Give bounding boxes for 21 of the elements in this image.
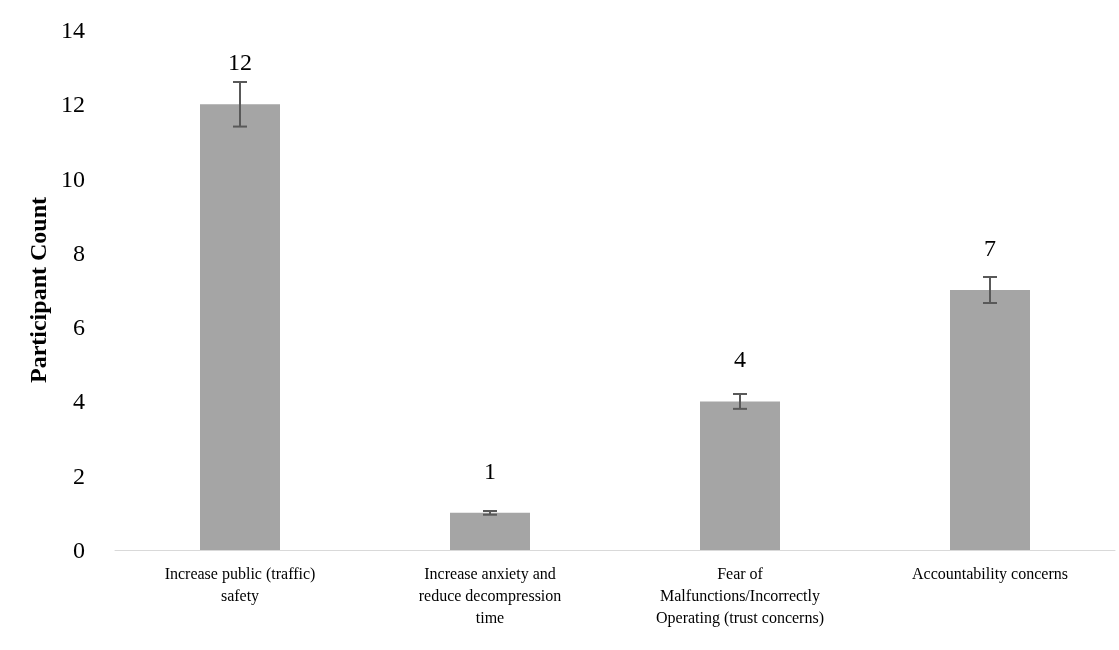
y-tick-label: 10: [61, 165, 85, 192]
y-axis-title: Participant Count: [25, 196, 52, 383]
bar: [950, 290, 1030, 550]
y-tick-label: 6: [73, 314, 85, 341]
bar: [700, 401, 780, 550]
bar: [450, 512, 530, 550]
bar: [200, 104, 280, 550]
y-tick-label: 2: [73, 462, 85, 489]
y-tick-label: 4: [73, 388, 85, 415]
data-label: 7: [984, 235, 996, 261]
y-tick-label: 0: [73, 537, 85, 563]
x-tick-label: Increase public (traffic) safety: [164, 564, 316, 605]
y-tick-label: 14: [61, 17, 85, 43]
data-label: 1: [484, 457, 496, 484]
x-tick-label: Accountability concerns: [912, 564, 1068, 583]
data-label: 4: [734, 346, 746, 373]
y-tick-label: 12: [61, 91, 85, 118]
x-tick-label: Fear of Malfunctions/Incorrectly Operating (trust concerns): [656, 564, 824, 627]
x-tick-label: Increase anxiety and reduce decompression time: [418, 564, 562, 626]
data-label: 12: [228, 49, 252, 76]
y-tick-label: 8: [73, 239, 85, 266]
